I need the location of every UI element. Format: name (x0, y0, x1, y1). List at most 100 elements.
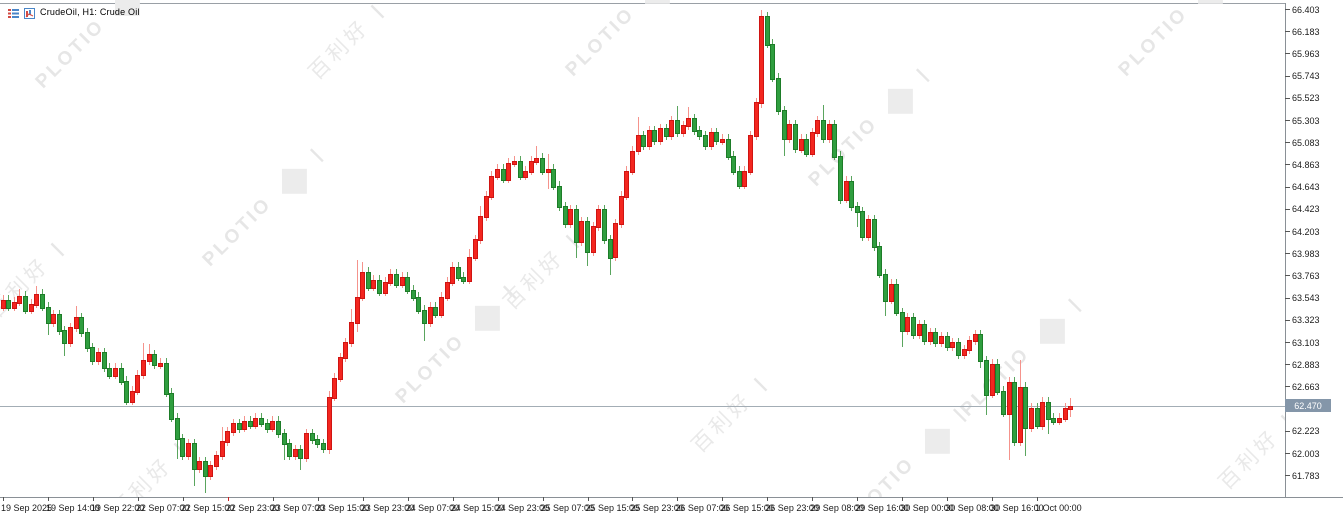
candle-body (348, 322, 354, 345)
candle-body (399, 276, 405, 286)
chart-plot-area[interactable]: PLOTIO◆|PLOTIO◆|百利好|PLOTIO◆|百利好|PLOTIO◆|… (0, 0, 1285, 497)
candle-body (652, 130, 658, 143)
candle-body (804, 138, 810, 155)
plotio-diamond-logo-icon: ◆ (903, 407, 966, 470)
price-axis-label: 62.003 (1292, 448, 1320, 459)
candle-body (118, 367, 124, 383)
candle-body (748, 135, 753, 173)
candle-body (253, 417, 259, 427)
price-axis-label: 66.183 (1292, 26, 1320, 37)
candle-body (523, 170, 529, 178)
candle-body (1040, 401, 1046, 427)
time-axis-tick (182, 497, 184, 501)
time-axis-label: 26 Sep 15:00 (720, 503, 774, 513)
candle-body (995, 363, 1001, 393)
candle-body (34, 293, 40, 306)
candle-body (242, 421, 248, 431)
candle-body (230, 423, 236, 434)
price-axis-label: 65.083 (1292, 137, 1320, 148)
price-axis-label: 65.743 (1292, 71, 1320, 82)
candle-body (79, 317, 85, 335)
time-axis-label: 29 Sep 16:00 (855, 503, 909, 513)
candle-body (877, 246, 883, 276)
time-axis-label: 22 Sep 07:00 (135, 503, 190, 513)
candle-body (405, 276, 411, 292)
time-axis-tick (3, 497, 4, 501)
time-axis-label: 24 Sep 07:00 (405, 503, 460, 513)
candle-body (343, 342, 349, 360)
candle-body (905, 317, 911, 333)
candle-body (96, 352, 101, 363)
candle-body (202, 461, 208, 478)
candle-body (511, 160, 517, 165)
candle-body (163, 362, 169, 395)
current-price-label: 62.470 (1285, 399, 1331, 413)
price-axis-tick (1285, 164, 1290, 166)
candle-body (427, 307, 433, 325)
time-axis-label: 24 Sep 15:00 (450, 503, 505, 513)
plotio-diamond-logo-icon: ◆ (1018, 297, 1081, 360)
candle-body (416, 296, 422, 312)
candle-body (646, 130, 652, 148)
candle-body (854, 206, 860, 214)
candle-body (753, 102, 759, 138)
candle-body (438, 296, 444, 317)
price-axis-label: 65.963 (1292, 48, 1320, 59)
candle-body (837, 155, 843, 201)
candle-body (495, 168, 501, 178)
watermark-separator: | (750, 374, 768, 393)
candle-body (377, 279, 382, 294)
time-axis-tick (632, 497, 634, 501)
candle-body (770, 43, 776, 80)
candle-body (933, 332, 939, 345)
candle-body (866, 219, 871, 239)
candle-body (843, 180, 849, 201)
candle-body (798, 138, 804, 151)
candle-body (28, 303, 34, 312)
candle-body (320, 443, 326, 451)
candle-body (388, 273, 394, 284)
time-axis-tick (902, 497, 904, 501)
brand-watermark: 百利好 | (684, 371, 772, 459)
candle-body (180, 438, 186, 458)
time-axis-tick (137, 497, 139, 501)
candle-body (663, 128, 669, 138)
price-axis-label: 62.663 (1292, 381, 1320, 392)
candle-body (534, 157, 540, 163)
brand-watermark: PLOTIO◆| (1115, 0, 1242, 81)
candle-body (776, 77, 782, 113)
candle-body (236, 423, 242, 430)
market-watch-icon[interactable] (8, 6, 19, 18)
candle-body (1068, 405, 1074, 410)
plotio-diamond-logo-icon: ◆ (866, 67, 929, 130)
time-axis-tick (362, 497, 364, 501)
price-axis-label: 65.523 (1292, 93, 1320, 104)
time-axis-label: 23 Sep 15:00 (315, 503, 370, 513)
chart-type-icon[interactable] (24, 6, 35, 19)
candle-wick (536, 145, 538, 166)
candle-body (540, 157, 545, 173)
brand-watermark: 百利好 | (1211, 408, 1285, 496)
candle-body (298, 449, 304, 460)
candle-body (51, 314, 57, 325)
time-axis-tick (497, 497, 499, 501)
plotio-diamond-logo-icon: ◆ (260, 147, 323, 210)
time-axis-label: 30 Sep 00:00 (900, 503, 954, 513)
watermark-brand-text: PLOTIO (1114, 3, 1193, 81)
candle-body (39, 293, 45, 309)
time-axis-label: 25 Sep 07:00 (540, 503, 595, 513)
candle-body (214, 455, 220, 468)
candle-body (141, 360, 146, 377)
watermark-brand-text: PLOTIO (561, 3, 640, 81)
candle-body (360, 271, 366, 299)
candle-body (955, 342, 961, 357)
candle-body (1012, 381, 1018, 444)
candle-body (697, 130, 703, 138)
candle-body (11, 301, 17, 309)
price-axis-tick (1285, 453, 1290, 454)
candle-body (186, 443, 191, 458)
candle-body (832, 124, 838, 158)
candle-body (568, 209, 574, 226)
candle-body (1034, 407, 1040, 428)
candle-body (736, 170, 742, 187)
